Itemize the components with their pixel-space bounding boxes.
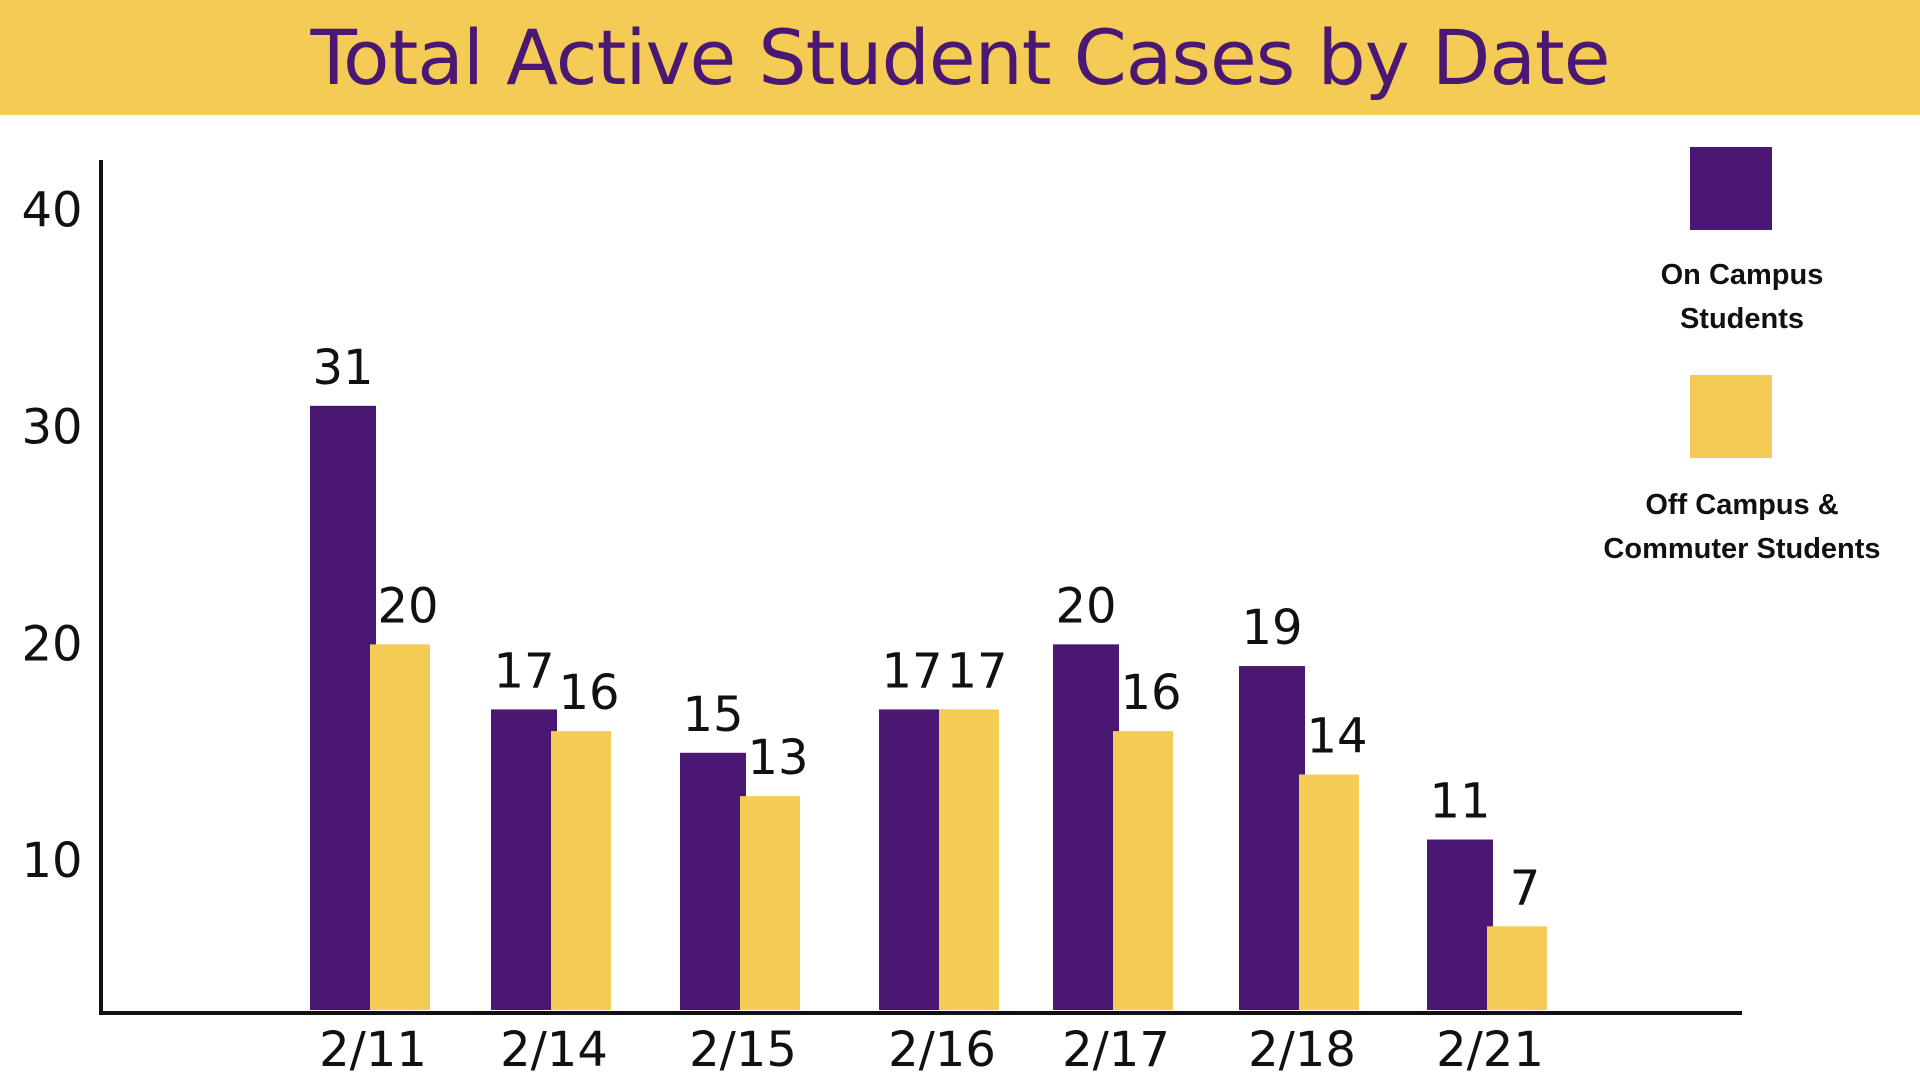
off-campus-value-label: 16 — [558, 665, 619, 721]
legend-label-off-campus: Off Campus & — [1645, 489, 1838, 521]
off-campus-bar — [740, 796, 800, 1010]
legend-label-on-campus: On Campus — [1661, 259, 1824, 291]
x-tick-label: 2/15 — [689, 1022, 797, 1078]
x-tick-label: 2/17 — [1062, 1022, 1170, 1078]
off-campus-value-label: 17 — [946, 643, 1007, 699]
on-campus-value-label: 17 — [881, 643, 942, 699]
on-campus-value-label: 31 — [312, 340, 373, 396]
legend-swatch-off-campus — [1690, 375, 1772, 458]
on-campus-bar — [1239, 666, 1305, 1010]
y-tick-label: 20 — [21, 616, 82, 672]
off-campus-bar — [1487, 926, 1547, 1010]
off-campus-value-label: 7 — [1510, 860, 1541, 916]
x-tick-label: 2/21 — [1436, 1022, 1544, 1078]
x-tick-label: 2/18 — [1248, 1022, 1356, 1078]
x-tick-label: 2/11 — [319, 1022, 427, 1078]
off-campus-bar — [1113, 731, 1173, 1010]
legend-swatch-on-campus — [1690, 147, 1772, 230]
on-campus-bar — [310, 405, 376, 1010]
on-campus-value-label: 19 — [1241, 600, 1302, 656]
off-campus-bar — [939, 709, 999, 1010]
legend-label-off-campus: Commuter Students — [1603, 533, 1880, 565]
off-campus-bar — [1299, 774, 1359, 1010]
on-campus-value-label: 15 — [682, 687, 743, 743]
off-campus-value-label: 20 — [377, 578, 438, 634]
y-tick-label: 10 — [21, 833, 82, 889]
y-tick-label: 30 — [21, 400, 82, 456]
on-campus-value-label: 17 — [493, 643, 554, 699]
on-campus-bar — [879, 709, 945, 1010]
x-tick-label: 2/14 — [500, 1022, 608, 1078]
on-campus-bar — [1053, 644, 1119, 1010]
off-campus-bar — [551, 731, 611, 1010]
off-campus-value-label: 14 — [1306, 708, 1367, 764]
on-campus-value-label: 11 — [1429, 774, 1490, 830]
on-campus-bar — [491, 709, 557, 1010]
off-campus-value-label: 16 — [1120, 665, 1181, 721]
off-campus-bar — [370, 644, 430, 1010]
chart-title: Total Active Student Cases by Date — [310, 12, 1610, 102]
y-tick-label: 40 — [21, 183, 82, 239]
on-campus-bar — [680, 752, 746, 1010]
on-campus-bar — [1427, 839, 1493, 1010]
legend-label-on-campus: Students — [1680, 303, 1804, 335]
title-banner: Total Active Student Cases by Date — [0, 0, 1920, 115]
on-campus-value-label: 20 — [1055, 578, 1116, 634]
x-tick-label: 2/16 — [888, 1022, 996, 1078]
off-campus-value-label: 13 — [747, 730, 808, 786]
